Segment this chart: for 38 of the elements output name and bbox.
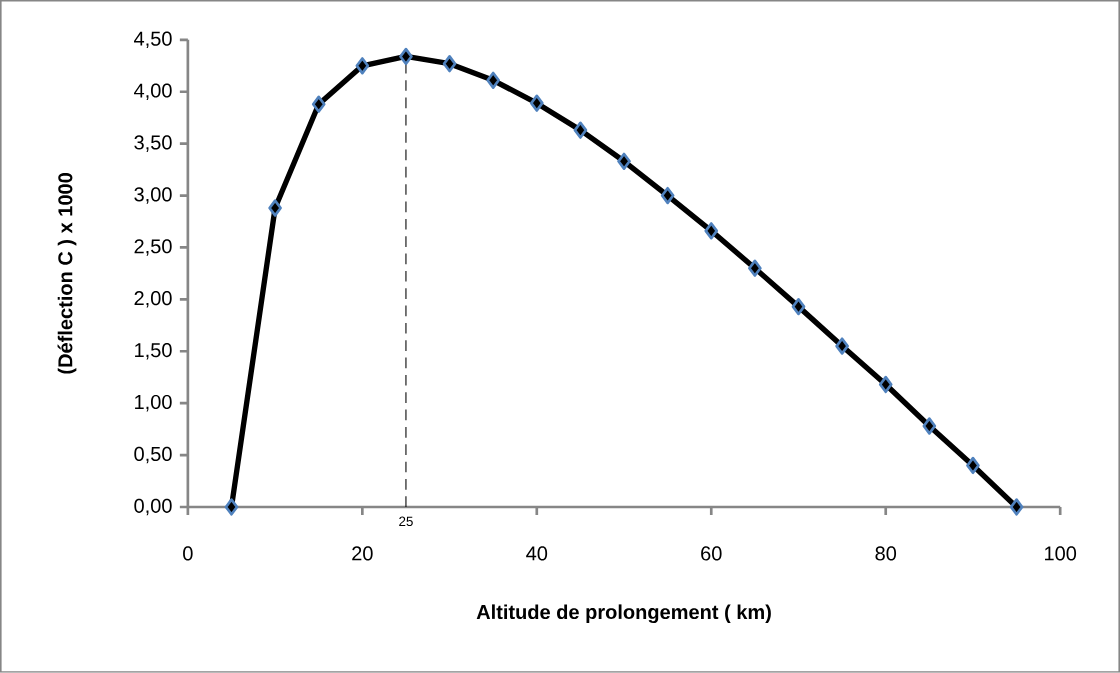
point	[835, 337, 849, 355]
point	[355, 57, 370, 75]
point	[922, 417, 937, 435]
y-tick-label: 2,00	[134, 291, 172, 308]
y-tick-label: 1,00	[135, 394, 172, 412]
point	[617, 152, 631, 171]
point	[486, 71, 501, 90]
y-tick-label: 4,50	[134, 31, 172, 49]
y-tick-label: 4,00	[134, 83, 172, 101]
y-tick-label: 3,50	[134, 135, 172, 152]
y-axis-title: (Déflection C ) x 1000	[57, 173, 77, 374]
point	[442, 55, 457, 73]
point	[966, 456, 980, 475]
y-tick-label: 0,00	[134, 498, 172, 516]
point	[1009, 498, 1024, 516]
x-tick-label: 60	[701, 546, 722, 561]
x-axis-title: Altitude de prolongement ( km)	[476, 604, 771, 624]
point	[311, 95, 326, 113]
y-tick-label: 3,00	[134, 187, 172, 204]
x-tick-label: 20	[352, 546, 373, 561]
point	[791, 298, 806, 316]
x-tick-label: 80	[875, 546, 897, 561]
y-tick-label: 1,50	[135, 343, 172, 360]
y-tick-label: 2,50	[134, 239, 172, 256]
point	[704, 222, 719, 240]
x-tick-label: 40	[526, 546, 548, 561]
point	[878, 375, 893, 394]
point	[748, 259, 762, 277]
point	[529, 94, 544, 112]
x-tick-label: 0	[183, 546, 193, 561]
point	[573, 121, 588, 139]
ref-line-label: 25	[399, 516, 413, 527]
point	[224, 498, 239, 516]
x-tick-label: 100	[1045, 546, 1077, 561]
point	[660, 186, 675, 205]
point	[399, 47, 413, 66]
y-tick-label: 0,50	[134, 446, 172, 464]
point	[268, 199, 282, 217]
